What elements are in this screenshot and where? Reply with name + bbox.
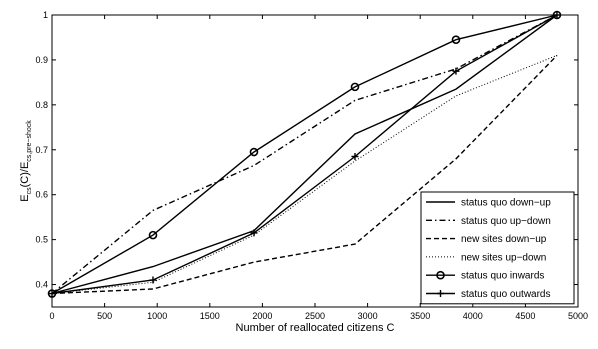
- y-label-mid-sub: cs,pre−shock: [26, 120, 33, 162]
- series-1: [51, 14, 558, 295]
- series-line: [51, 14, 558, 295]
- legend-marker: [437, 290, 444, 297]
- x-tick-label: 4500: [515, 311, 535, 321]
- data-point: [148, 230, 158, 240]
- legend-label: status quo down−up: [461, 198, 551, 209]
- y-tick-label: 0.8: [35, 100, 48, 110]
- x-tick-label: 1500: [200, 311, 220, 321]
- legend-item: new sites down−up: [426, 234, 547, 245]
- series-line: [51, 54, 558, 295]
- y-tick-label: 0.6: [35, 190, 48, 200]
- x-tick-label: 3500: [410, 311, 430, 321]
- x-tick-label: 5000: [568, 311, 588, 321]
- series-line: [51, 54, 558, 294]
- data-point: [250, 229, 258, 237]
- series-line: [51, 14, 558, 295]
- y-label-mid: (C)/E: [19, 162, 31, 188]
- y-tick-label: 1: [43, 10, 48, 20]
- x-tick-label: 2000: [252, 311, 272, 321]
- legend-label: status quo up−down: [461, 216, 551, 227]
- legend-label: new sites down−up: [461, 234, 547, 245]
- x-tick-label: 4000: [463, 311, 483, 321]
- legend-marker: [436, 270, 445, 280]
- data-point: [249, 147, 259, 157]
- y-tick-label: 0.7: [35, 145, 48, 155]
- series-layer: [47, 10, 562, 298]
- series-line: [51, 14, 558, 295]
- legend-label: status quo outwards: [461, 289, 551, 300]
- data-point: [351, 153, 359, 161]
- legend-item: status quo outwards: [426, 289, 551, 300]
- legend-item: status quo up−down: [426, 216, 551, 227]
- x-tick-label: 2500: [305, 311, 325, 321]
- y-tick-label: 0.5: [35, 235, 48, 245]
- x-tick-label: 1000: [147, 311, 167, 321]
- series-line: [51, 14, 558, 295]
- y-axis-label: Ecs(C)/Ecs,pre−shock: [19, 120, 33, 202]
- data-point: [149, 276, 157, 284]
- y-label-main: E: [19, 194, 31, 201]
- data-point: [452, 67, 460, 75]
- y-tick-label: 0.4: [35, 280, 48, 290]
- legend-item: status quo inwards: [426, 271, 544, 282]
- legend: status quo down−up status quo up−down new …: [420, 191, 575, 305]
- legend-label: new sites up−down: [461, 252, 546, 263]
- legend-box: [420, 191, 575, 305]
- ticks-layer: 0 500 1000 1500 2000 2500 3000 3500 4000 4500 5000…: [35, 10, 588, 321]
- data-point: [350, 82, 360, 92]
- series-2: [51, 14, 558, 295]
- x-tick-label: 500: [97, 311, 112, 321]
- x-tick-label: 3000: [358, 311, 378, 321]
- x-axis-label: Number of reallocated citizens C: [236, 322, 395, 334]
- legend-item: new sites up−down: [426, 252, 546, 263]
- legend-label: status quo inwards: [461, 271, 544, 282]
- y-label-main-sub: cs: [26, 187, 33, 195]
- y-tick-label: 0.9: [35, 55, 48, 65]
- legend-item: status quo down−up: [426, 198, 551, 209]
- x-tick-label: 0: [49, 311, 54, 321]
- data-point: [451, 35, 461, 45]
- series-4: [51, 54, 558, 294]
- series-3: [51, 54, 558, 295]
